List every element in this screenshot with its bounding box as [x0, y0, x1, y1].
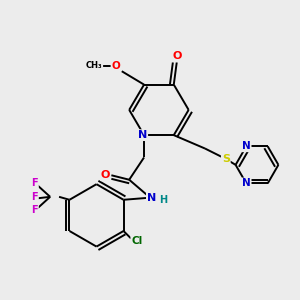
Text: N: N — [147, 193, 156, 202]
Text: F: F — [32, 178, 38, 188]
Text: Cl: Cl — [131, 236, 142, 246]
Text: O: O — [111, 61, 120, 71]
Text: O: O — [172, 51, 182, 62]
Text: H: H — [159, 195, 167, 205]
Text: F: F — [32, 205, 38, 215]
Text: N: N — [138, 130, 147, 140]
Text: F: F — [32, 192, 38, 202]
Text: O: O — [101, 170, 110, 180]
Text: N: N — [242, 141, 251, 151]
Text: CH₃: CH₃ — [86, 61, 102, 70]
Text: N: N — [242, 178, 251, 188]
Text: S: S — [222, 154, 230, 164]
